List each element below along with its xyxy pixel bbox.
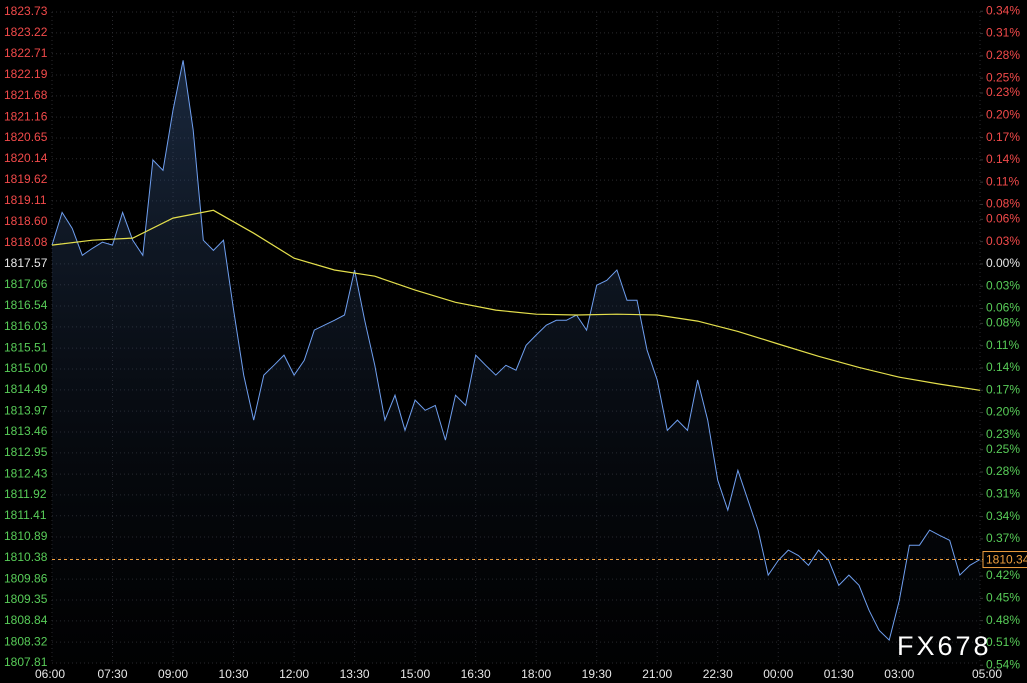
last-price-box [982,551,1027,569]
y2-tick-label: 0.11% [986,174,1019,188]
y2-tick-label: 0.28% [986,48,1020,62]
y-tick-label: 1807.81 [4,655,48,669]
y-tick-label: 1814.49 [4,382,48,396]
y-tick-label: 1812.43 [4,466,48,480]
y2-tick-label: 0.14% [986,360,1020,374]
y-tick-label: 1817.57 [4,256,48,270]
y2-tick-label: 0.31% [986,486,1020,500]
x-tick-label: 18:00 [521,667,551,681]
y2-tick-label: 0.14% [986,152,1020,166]
price-area [52,60,980,664]
y-tick-label: 1822.19 [4,67,48,81]
y-tick-label: 1812.95 [4,445,48,459]
y-tick-label: 1821.68 [4,88,48,102]
y-tick-label: 1819.62 [4,172,48,186]
y2-tick-label: 0.17% [986,382,1020,396]
y-tick-label: 1809.35 [4,592,48,606]
x-tick-label: 12:00 [279,667,309,681]
y-tick-label: 1815.00 [4,361,48,375]
x-tick-label: 22:30 [703,667,733,681]
y2-tick-label: 0.11% [986,338,1019,352]
y-tick-label: 1820.65 [4,130,48,144]
x-tick-label: 21:00 [642,667,672,681]
y2-tick-label: 0.45% [986,591,1020,605]
y-tick-label: 1813.97 [4,403,48,417]
x-tick-label: 03:00 [884,667,914,681]
x-tick-label: 19:30 [582,667,612,681]
y2-tick-label: 0.54% [986,657,1020,671]
y2-tick-label: 0.48% [986,613,1020,627]
x-tick-label: 15:00 [400,667,430,681]
x-tick-label: 16:30 [461,667,491,681]
y-tick-label: 1809.86 [4,571,48,585]
watermark: FX678 [897,631,992,661]
y2-tick-label: 0.20% [986,405,1020,419]
y2-tick-label: 0.31% [986,26,1020,40]
y-tick-label: 1819.11 [4,193,47,207]
y2-tick-label: 0.34% [986,3,1020,17]
y2-tick-label: 0.37% [986,531,1020,545]
price-line [51,60,981,642]
y2-tick-label: 0.03% [986,234,1020,248]
x-tick-label: 10:30 [219,667,249,681]
y-tick-label: 1808.84 [4,613,48,627]
x-tick-label: 06:00 [35,667,65,681]
y-tick-label: 1821.16 [4,109,48,123]
y-tick-label: 1817.06 [4,277,48,291]
y-tick-label: 1816.03 [4,319,48,333]
y2-tick-label: 0.00% [986,256,1020,270]
last-price-label: 1810.34 [986,553,1027,567]
y2-tick-label: 0.51% [986,635,1020,649]
x-tick-label: 05:00 [972,667,1002,681]
y-tick-label: 1823.22 [4,25,48,39]
x-tick-label: 09:00 [158,667,188,681]
y2-tick-label: 0.42% [986,568,1020,582]
y-tick-label: 1810.38 [4,550,48,564]
y-tick-label: 1823.73 [4,4,48,18]
y2-tick-label: 0.17% [986,130,1020,144]
y-tick-label: 1813.46 [4,424,48,438]
y-tick-label: 1810.89 [4,529,48,543]
y-tick-label: 1818.60 [4,214,48,228]
y-tick-label: 1820.14 [4,151,48,165]
y2-tick-label: 0.25% [986,70,1020,84]
y2-tick-label: 0.23% [986,85,1020,99]
y2-tick-label: 0.23% [986,427,1020,441]
y2-tick-label: 0.34% [986,509,1020,523]
y-tick-label: 1822.71 [4,46,48,60]
y2-tick-label: 0.08% [986,197,1020,211]
y-tick-label: 1811.41 [4,508,47,522]
x-tick-label: 07:30 [98,667,128,681]
y2-tick-label: 0.20% [986,107,1020,121]
y2-tick-label: 0.28% [986,464,1020,478]
y2-tick-label: 0.08% [986,316,1020,330]
x-tick-label: 13:30 [340,667,370,681]
y-tick-label: 1815.51 [4,340,48,354]
x-tick-label: 01:30 [824,667,854,681]
y2-tick-label: 0.25% [986,442,1020,456]
y-tick-label: 1808.32 [4,634,48,648]
y2-tick-label: 0.03% [986,278,1020,292]
y2-tick-label: 0.06% [986,212,1020,226]
y2-tick-label: 0.06% [986,301,1020,315]
y-tick-label: 1816.54 [4,298,48,312]
average-line [51,209,981,391]
y-tick-label: 1811.92 [4,487,47,501]
x-tick-label: 00:00 [763,667,793,681]
y-tick-label: 1818.08 [4,235,48,249]
